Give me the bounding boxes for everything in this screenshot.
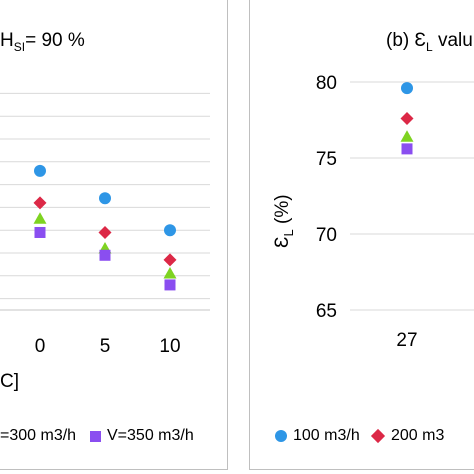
x-tick-label: 5 <box>100 336 111 357</box>
data-point-v200 <box>400 111 414 125</box>
y-tick-label: 70 <box>316 225 337 246</box>
data-point-v100 <box>99 192 111 205</box>
data-point-v300 <box>163 267 177 279</box>
legend-item-v350: V=350 m3/h <box>90 427 194 445</box>
y-tick-label: 75 <box>316 149 337 170</box>
data-point-v100 <box>401 82 413 95</box>
data-point-v350 <box>99 249 111 261</box>
data-point-v100 <box>34 164 46 177</box>
x-tick-label: 27 <box>396 330 417 351</box>
legend-label: 100 m3/h <box>293 427 360 444</box>
data-point-v350 <box>401 143 413 155</box>
chart-b-ylabel: ƐL (%) <box>272 194 296 248</box>
x-tick-label: 0 <box>35 336 46 357</box>
diamond-marker-icon <box>370 428 386 444</box>
square-marker-icon <box>90 430 101 442</box>
chart-a-title: HSI= 90 % <box>0 30 85 54</box>
data-point-v350 <box>164 279 176 291</box>
x-tick-label: 10 <box>159 336 180 357</box>
legend-item-v200: 200 m3 <box>370 427 445 445</box>
data-point-v100 <box>164 224 176 237</box>
data-point-v200 <box>163 253 177 267</box>
legend-label: 200 m3 <box>391 427 445 444</box>
legend-label: V=350 m3/h <box>107 427 194 444</box>
data-point-v300 <box>400 130 414 142</box>
circle-marker-icon <box>275 430 287 442</box>
chart-a-xlabel: C] <box>0 371 19 392</box>
legend-label: =300 m3/h <box>0 427 77 444</box>
y-tick-label: 65 <box>316 301 337 322</box>
data-point-v200 <box>33 196 47 210</box>
chart-b-title: (b) ƐL valu <box>386 30 473 54</box>
data-point-v300 <box>33 212 47 224</box>
legend-item-v300: =300 m3/h <box>0 427 76 445</box>
data-point-v350 <box>34 226 46 238</box>
y-tick-label: 80 <box>316 73 337 94</box>
legend-item-v100: 100 m3/h <box>275 427 360 445</box>
data-point-v200 <box>98 225 112 239</box>
chart-panel-b <box>249 0 474 470</box>
